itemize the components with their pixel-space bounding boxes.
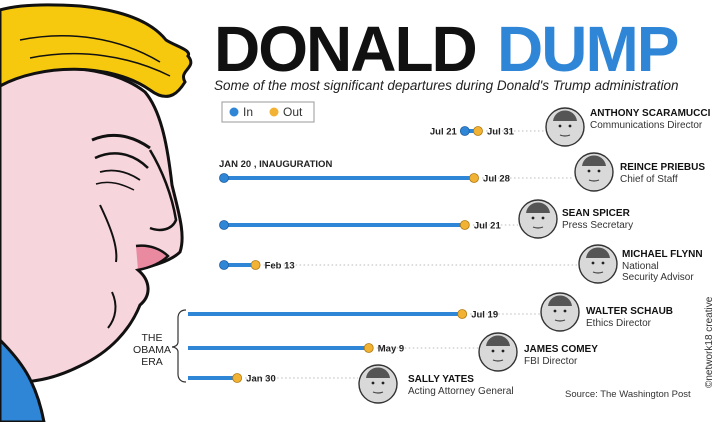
person-role: Acting Attorney General xyxy=(408,386,514,397)
portrait-eye xyxy=(371,381,375,385)
end-dot xyxy=(250,260,261,270)
title-dump: DUMP xyxy=(497,13,678,85)
portrait-hair xyxy=(586,247,610,258)
end-date-label: Jul 31 xyxy=(487,127,515,138)
end-date-label: May 9 xyxy=(378,344,404,355)
chin-line xyxy=(107,291,117,329)
end-dot xyxy=(457,309,468,319)
person-role: Communications Director xyxy=(590,120,703,131)
person-name: SEAN SPICER xyxy=(562,208,631,219)
cheek-line xyxy=(99,204,118,263)
obama-era-marker: THE OBAMA ERA xyxy=(133,309,187,383)
obama-era-line-2: OBAMA xyxy=(133,344,171,356)
start-date-label: Jul 21 xyxy=(430,127,458,138)
start-dot xyxy=(219,173,229,183)
hair-shape xyxy=(0,3,193,98)
portrait-eye xyxy=(563,309,567,313)
portrait-mouth xyxy=(554,319,566,322)
person-role: Security Advisor xyxy=(622,272,694,283)
brow-line xyxy=(91,133,151,150)
face-shape xyxy=(0,66,184,384)
legend: In Out xyxy=(221,101,315,123)
end-dot xyxy=(232,373,243,383)
person-name: SALLY YATES xyxy=(408,374,474,385)
portrait-eye xyxy=(597,169,601,173)
portrait-hair xyxy=(582,155,606,166)
portrait-mouth xyxy=(559,134,571,137)
portrait-mouth xyxy=(492,359,504,362)
portrait-eye xyxy=(601,261,605,265)
portrait-eye xyxy=(381,381,385,385)
portrait-mouth xyxy=(532,226,544,229)
trump-caricature-illustration xyxy=(0,3,193,422)
person-role: National xyxy=(622,261,659,272)
eye-wrinkle xyxy=(99,169,141,181)
portrait-eye xyxy=(491,349,495,353)
person-role: Ethics Director xyxy=(586,318,652,329)
legend-out-label: Out xyxy=(283,105,303,119)
end-date-label: Jul 19 xyxy=(471,310,498,321)
person-role: Press Secretary xyxy=(562,220,633,231)
eye-line xyxy=(94,152,149,169)
obama-era-line-1: THE xyxy=(142,332,163,344)
portrait-eye xyxy=(553,309,557,313)
legend-in-dot xyxy=(229,107,239,117)
subtitle: Some of the most significant departures … xyxy=(214,78,679,93)
end-date-label: Feb 13 xyxy=(265,261,295,272)
end-dot xyxy=(363,343,374,353)
portrait-eye xyxy=(587,169,591,173)
person-role: Chief of Staff xyxy=(620,174,678,185)
end-date-label: Jul 28 xyxy=(483,174,510,185)
portrait-eye xyxy=(568,124,572,128)
hair-strand xyxy=(29,52,171,77)
person-name: ANTHONY SCARAMUCCI xyxy=(590,108,711,119)
start-dot xyxy=(219,260,229,270)
timeline-chart: Jul 21 Jul 31 ANTHONY SCARAMUCCICommunicat… xyxy=(188,107,711,404)
portrait-mouth xyxy=(372,391,384,394)
portrait-eye xyxy=(591,261,595,265)
end-date-label: Jan 30 xyxy=(246,374,276,385)
portrait-mouth xyxy=(592,271,604,274)
obama-era-bracket xyxy=(171,309,187,383)
start-dot xyxy=(219,220,229,230)
title-donald: DONALD xyxy=(214,13,476,85)
hair-strand xyxy=(19,35,161,63)
end-dot xyxy=(459,220,470,230)
nose-line xyxy=(148,149,178,232)
inauguration-label: JAN 20 , INAUGURATION xyxy=(219,159,332,170)
end-dot xyxy=(473,126,483,136)
portrait-hair xyxy=(486,335,510,346)
credit-watermark: ©network18 creative xyxy=(704,296,715,388)
start-dot xyxy=(459,126,470,136)
portrait-mouth xyxy=(588,179,600,182)
legend-in-label: In xyxy=(243,105,253,119)
person-name: WALTER SCHAUB xyxy=(586,306,673,317)
source-note: Source: The Washington Post xyxy=(565,389,691,400)
end-date-label: Jul 21 xyxy=(474,221,502,232)
legend-out-dot xyxy=(269,107,279,117)
eye-wrinkle xyxy=(95,181,135,191)
person-name: REINCE PRIEBUS xyxy=(620,162,705,173)
person-name: JAMES COMEY xyxy=(524,344,598,355)
portrait-eye xyxy=(531,216,535,220)
portrait-eye xyxy=(558,124,562,128)
obama-era-line-3: ERA xyxy=(141,356,163,368)
portrait-hair xyxy=(553,110,577,121)
legend-box xyxy=(221,101,315,123)
portrait-eye xyxy=(541,216,545,220)
person-role: FBI Director xyxy=(524,356,578,367)
person-name: MICHAEL FLYNN xyxy=(622,249,703,260)
portrait-hair xyxy=(526,202,550,213)
portrait-eye xyxy=(501,349,505,353)
end-dot xyxy=(469,173,479,183)
mouth-shape xyxy=(135,244,170,272)
portrait-hair xyxy=(548,295,572,306)
portrait-hair xyxy=(366,367,390,378)
